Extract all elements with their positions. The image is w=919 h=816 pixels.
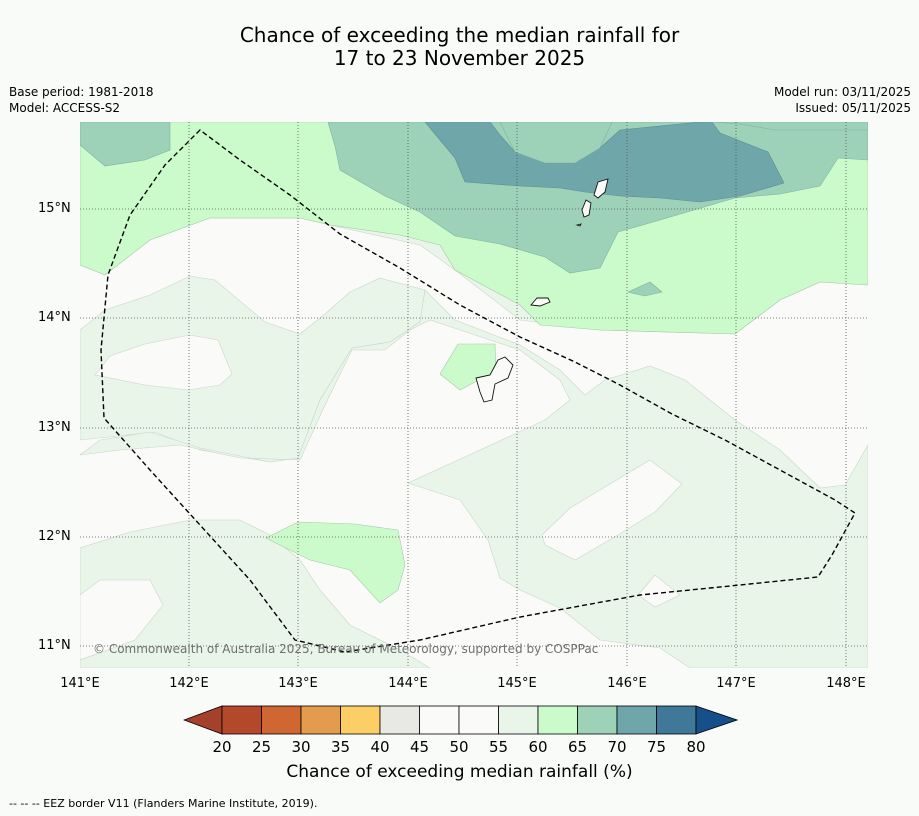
- colorbar-label: Chance of exceeding median rainfall (%): [286, 762, 633, 782]
- lon-label: 146°E: [607, 676, 647, 691]
- lon-label: 148°E: [826, 676, 866, 691]
- island-aguijan: [575, 223, 582, 227]
- island-saipan: [593, 178, 609, 199]
- contour-65-70: [499, 122, 613, 164]
- colorbar-tick: 75: [646, 738, 667, 756]
- lon-label: 143°E: [278, 676, 318, 691]
- colorbar-tick: 50: [449, 738, 469, 756]
- islands: [475, 178, 609, 403]
- contour-55-60: [80, 289, 868, 668]
- colorbar-tick: 30: [291, 738, 311, 756]
- lat-label: 14°N: [38, 310, 71, 325]
- colorbar-swatch: [458, 705, 499, 735]
- colorbar-swatch: [577, 705, 618, 735]
- colorbar-swatch: [379, 705, 420, 735]
- island-rota: [530, 297, 551, 307]
- colorbar-extend-low: [183, 705, 223, 735]
- base-period: Base period: 1981-2018: [9, 85, 154, 99]
- colorbar-tick: 70: [607, 738, 627, 756]
- contour-50-55: [637, 574, 681, 608]
- contour-65-70: [627, 281, 663, 297]
- colorbar-swatch: [261, 705, 302, 735]
- lat-label: 13°N: [38, 420, 71, 435]
- contour-65-70: [80, 122, 171, 167]
- colorbar-swatch: [300, 705, 341, 735]
- lat-label: 15°N: [38, 201, 71, 216]
- contour-50-55: [94, 334, 233, 391]
- colorbar-extend-high: [695, 705, 738, 735]
- colorbar-tick: 65: [567, 738, 588, 756]
- lat-label: 12°N: [38, 529, 71, 544]
- lon-label: 147°E: [716, 676, 756, 691]
- lat-label: 11°N: [38, 638, 71, 653]
- contour-55-60: [80, 519, 431, 668]
- colorbar-tick: 60: [528, 738, 548, 756]
- lon-label: 142°E: [169, 676, 209, 691]
- lon-label: 144°E: [388, 676, 428, 691]
- contour-60-65: [265, 521, 406, 604]
- colorbar-swatch: [537, 705, 578, 735]
- contour-50-55: [80, 579, 164, 661]
- contour-50-55: [541, 459, 683, 561]
- colorbar-tick: 40: [370, 738, 390, 756]
- colorbar-tick: 80: [686, 738, 706, 756]
- rainfall-map: [80, 122, 868, 668]
- colorbar-swatch: [616, 705, 657, 735]
- map-title-line2: 17 to 23 November 2025: [333, 46, 586, 70]
- island-guam: [475, 356, 514, 403]
- colorbar-tick: 20: [212, 738, 232, 756]
- colorbar-tick: 35: [330, 738, 351, 756]
- colorbar-swatch: [221, 705, 262, 735]
- copyright-notice: © Commonwealth of Australia 2025, Bureau…: [93, 642, 599, 656]
- eez-footnote: -- -- -- EEZ border V11 (Flanders Marine…: [9, 797, 318, 810]
- colorbar-tick: 25: [251, 738, 272, 756]
- colorbar-swatch: [419, 705, 460, 735]
- colorbar-swatch: [340, 705, 381, 735]
- issued-date: Issued: 05/11/2025: [795, 101, 911, 115]
- colorbar-tick: 55: [488, 738, 509, 756]
- map-title-line1: Chance of exceeding the median rainfall …: [239, 23, 680, 47]
- colorbar-swatch: [498, 705, 539, 735]
- model-run: Model run: 03/11/2025: [773, 85, 911, 99]
- colorbar-swatch: [656, 705, 697, 735]
- graticule: [80, 122, 868, 668]
- lon-label: 145°E: [497, 676, 537, 691]
- colorbar: [183, 705, 738, 735]
- contour-65-70: [711, 122, 868, 131]
- lon-label: 141°E: [60, 676, 100, 691]
- model-name: Model: ACCESS-S2: [9, 101, 121, 115]
- colorbar-tick: 45: [409, 738, 430, 756]
- island-tinian: [581, 199, 592, 218]
